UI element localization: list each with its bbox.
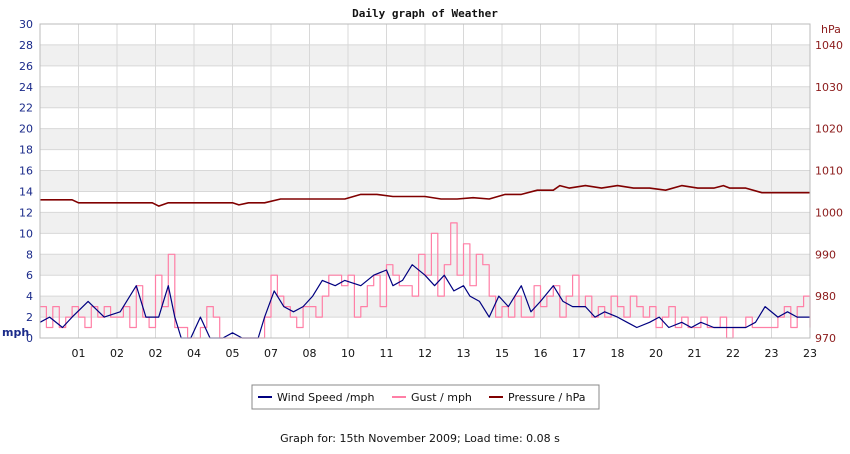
legend-box xyxy=(251,384,600,410)
y-left-tick-label: 26 xyxy=(19,60,33,73)
x-tick-label: 13 xyxy=(457,347,471,360)
x-tick-label: 02 xyxy=(149,347,163,360)
right-axis-ticks: 970 980 990 1000 1010 1020 1030 1040 xyxy=(815,39,843,345)
y-right-tick-label: 1000 xyxy=(815,206,843,219)
series-line-gust xyxy=(40,222,811,339)
x-tick-label: 07 xyxy=(264,347,278,360)
left-axis-unit: mph xyxy=(2,326,29,339)
footer-prefix: Graph for: xyxy=(280,432,339,445)
y-left-tick-label: 6 xyxy=(26,269,33,282)
x-tick-label: 01 xyxy=(72,347,86,360)
y-left-tick-label: 18 xyxy=(19,144,33,157)
x-tick-label: 22 xyxy=(726,347,740,360)
chart-title: Daily graph of Weather xyxy=(352,7,498,20)
y-left-tick-label: 0 xyxy=(26,332,33,345)
y-left-tick-label: 14 xyxy=(19,185,33,198)
x-tick-label: 20 xyxy=(649,347,663,360)
legend-label-wind: Wind Speed /mph xyxy=(277,391,375,404)
x-tick-label: 16 xyxy=(534,347,548,360)
footer: Graph for: 15th November 2009; Load time… xyxy=(280,432,560,445)
x-tick-label: 10 xyxy=(341,347,355,360)
y-left-tick-label: 12 xyxy=(19,206,33,219)
y-left-tick-label: 16 xyxy=(19,165,33,178)
y-left-tick-label: 30 xyxy=(19,18,33,31)
x-tick-label: 05 xyxy=(226,347,240,360)
x-axis-ticks: 01 02 02 04 05 07 08 10 11 12 13 15 16 17 18 20 21 22 23 23 xyxy=(72,347,818,360)
y-left-tick-label: 20 xyxy=(19,123,33,136)
y-left-tick-label: 22 xyxy=(19,102,33,115)
legend: Wind Speed /mph Gust / mph Pressure / hP… xyxy=(251,384,600,410)
x-tick-label: 17 xyxy=(572,347,586,360)
y-left-tick-label: 24 xyxy=(19,81,33,94)
x-tick-label: 11 xyxy=(380,347,394,360)
x-tick-label: 04 xyxy=(187,347,201,360)
y-right-tick-label: 1030 xyxy=(815,81,843,94)
footer-date: 15th November 2009 xyxy=(340,432,458,445)
y-right-tick-label: 970 xyxy=(815,332,836,345)
x-tick-label: 23 xyxy=(765,347,779,360)
x-tick-label: 21 xyxy=(688,347,702,360)
x-tick-label: 08 xyxy=(303,347,317,360)
legend-label-gust: Gust / mph xyxy=(411,391,472,404)
x-tick-label: 18 xyxy=(611,347,625,360)
y-left-tick-label: 8 xyxy=(26,248,33,261)
y-left-tick-label: 4 xyxy=(26,290,33,303)
y-left-tick-label: 10 xyxy=(19,227,33,240)
y-right-tick-label: 1010 xyxy=(815,165,843,178)
plot-frame xyxy=(39,23,811,339)
y-left-tick-label: 2 xyxy=(26,311,33,324)
y-right-tick-label: 990 xyxy=(815,248,836,261)
x-tick-label: 02 xyxy=(110,347,124,360)
legend-label-pressure: Pressure / hPa xyxy=(508,391,586,404)
y-left-tick-label: 28 xyxy=(19,39,33,52)
y-right-tick-label: 1020 xyxy=(815,123,843,136)
x-tick-label: 23 xyxy=(803,347,817,360)
right-axis-unit: hPa xyxy=(821,23,841,36)
x-tick-label: 15 xyxy=(495,347,509,360)
footer-load-time: ; Load time: 0.08 s xyxy=(457,432,560,445)
y-right-tick-label: 980 xyxy=(815,290,836,303)
series-line-pressure xyxy=(40,184,810,207)
x-tick-label: 12 xyxy=(418,347,432,360)
y-right-tick-label: 1040 xyxy=(815,39,843,52)
